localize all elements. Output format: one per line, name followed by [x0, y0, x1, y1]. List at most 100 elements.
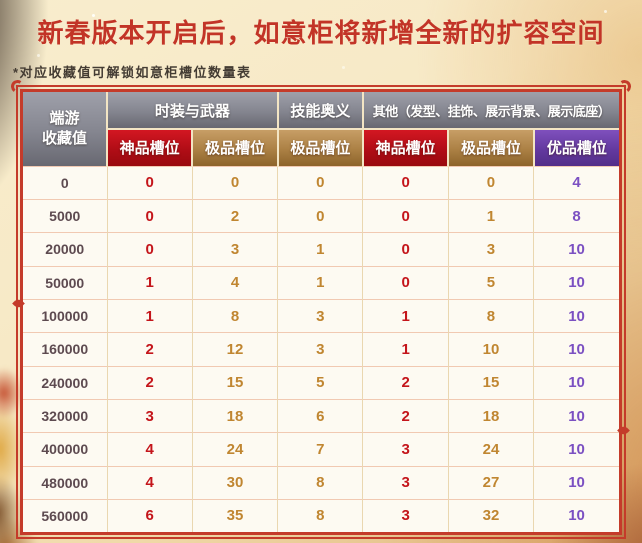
slot-count-cell: 15 [191, 365, 278, 400]
slot-count-cell: 1 [106, 298, 193, 333]
table-row: 20000 0 3 1 0 3 10 [23, 232, 619, 267]
table-row: 100000 1 8 3 1 8 10 [23, 298, 619, 333]
slot-count-cell: 0 [277, 198, 363, 233]
leaf-ornament-icon [617, 424, 630, 438]
subheader-gold-slot-2: 极品槽位 [276, 129, 363, 166]
slot-count-cell: 8 [447, 298, 534, 333]
slot-count-cell: 10 [533, 398, 619, 433]
slot-count-cell: 1 [277, 265, 363, 300]
slot-count-cell: 32 [447, 498, 534, 532]
slot-count-cell: 0 [277, 165, 363, 200]
table-row: 400000 4 24 7 3 24 10 [23, 432, 619, 467]
corner-header-line1: 端游 [49, 110, 80, 128]
slot-count-cell: 3 [362, 498, 449, 532]
collection-value-cell: 320000 [23, 398, 107, 433]
slot-count-cell: 10 [533, 298, 619, 333]
subheader-gold-slot-1: 极品槽位 [191, 129, 278, 166]
table-row: 320000 3 18 6 2 18 10 [23, 398, 619, 433]
slot-count-cell: 1 [362, 298, 449, 333]
slot-count-cell: 2 [362, 365, 449, 400]
slot-count-cell: 0 [106, 198, 193, 233]
column-header-collection-value: 端游 收藏值 [23, 92, 108, 166]
slot-count-cell: 35 [191, 498, 278, 532]
subheader-red-slot-3: 神品槽位 [361, 129, 449, 166]
slot-count-cell: 10 [533, 432, 619, 467]
table-row: 160000 2 12 3 1 10 10 [23, 332, 619, 367]
slot-count-cell: 18 [191, 398, 278, 433]
subheader-red-slot-0: 神品槽位 [107, 129, 193, 166]
slot-count-cell: 24 [191, 432, 278, 467]
slot-count-cell: 2 [191, 198, 278, 233]
subheader-purple-slot-5: 优品槽位 [532, 129, 619, 166]
slot-count-cell: 3 [447, 232, 534, 267]
slot-count-cell: 1 [277, 232, 363, 267]
slot-count-cell: 1 [362, 332, 449, 367]
table-head: 端游 收藏值 时装与武器 技能奥义 其他（发型、挂饰、展示背景、展示底座） 神品槽位… [23, 92, 619, 166]
group-header-0: 时装与武器 [107, 92, 278, 130]
slot-count-cell: 4 [191, 265, 278, 300]
table-row: 240000 2 15 5 2 15 10 [23, 365, 619, 400]
slot-count-cell: 3 [191, 232, 278, 267]
slot-count-cell: 3 [277, 298, 363, 333]
slot-count-cell: 8 [533, 198, 619, 233]
table-row: 560000 6 35 8 3 32 10 [23, 498, 619, 532]
slot-count-cell: 4 [106, 432, 193, 467]
slot-count-cell: 4 [106, 465, 193, 500]
table-body: 0 0 0 0 0 0 4 5000 0 2 0 0 1 8 20000 0 3 1 0 3 10 50000 1 4 1 0 5 1… [23, 165, 619, 532]
slot-count-cell: 2 [106, 332, 193, 367]
group-header-2: 其他（发型、挂饰、展示背景、展示底座） [361, 92, 619, 130]
slot-count-cell: 0 [362, 165, 449, 200]
slot-count-cell: 0 [362, 198, 449, 233]
slot-count-cell: 3 [277, 332, 363, 367]
slot-count-cell: 10 [533, 465, 619, 500]
collection-value-cell: 560000 [23, 498, 107, 532]
slot-count-cell: 8 [277, 465, 363, 500]
slot-count-cell: 10 [533, 365, 619, 400]
slot-count-cell: 0 [447, 165, 534, 200]
slot-count-cell: 30 [191, 465, 278, 500]
slot-count-cell: 0 [106, 165, 193, 200]
slot-count-cell: 8 [191, 298, 278, 333]
slot-count-cell: 24 [447, 432, 534, 467]
slot-count-cell: 15 [447, 365, 534, 400]
table-row: 5000 0 2 0 0 1 8 [23, 198, 619, 233]
slot-count-cell: 18 [447, 398, 534, 433]
slot-count-cell: 10 [533, 332, 619, 367]
slot-count-cell: 27 [447, 465, 534, 500]
slot-count-cell: 10 [447, 332, 534, 367]
collection-value-cell: 5000 [23, 198, 107, 233]
collection-value-cell: 160000 [23, 332, 107, 367]
group-header-1: 技能奥义 [276, 92, 363, 130]
slots-table: 端游 收藏值 时装与武器 技能奥义 其他（发型、挂饰、展示背景、展示底座） 神品槽位… [23, 92, 619, 532]
collection-value-cell: 0 [23, 165, 107, 200]
slots-table-frame: 端游 收藏值 时装与武器 技能奥义 其他（发型、挂饰、展示背景、展示底座） 神品槽位… [9, 78, 633, 539]
subheader-gold-slot-4: 极品槽位 [447, 129, 534, 166]
slot-count-cell: 0 [362, 232, 449, 267]
collection-value-cell: 100000 [23, 298, 107, 333]
slot-count-cell: 5 [277, 365, 363, 400]
slot-count-cell: 2 [106, 365, 193, 400]
corner-header-line2: 收藏值 [41, 129, 87, 147]
page-title: 新春版本开启后，如意柜将新增全新的扩容空间 [37, 18, 605, 48]
table-row: 50000 1 4 1 0 5 10 [23, 265, 619, 300]
collection-value-cell: 480000 [23, 465, 107, 500]
slot-count-cell: 4 [533, 165, 619, 200]
slot-count-cell: 0 [362, 265, 449, 300]
slot-count-cell: 10 [533, 498, 619, 532]
slot-count-cell: 6 [277, 398, 363, 433]
slot-count-cell: 5 [447, 265, 534, 300]
slot-count-cell: 3 [362, 465, 449, 500]
slot-count-cell: 2 [362, 398, 449, 433]
slot-count-cell: 0 [106, 232, 193, 267]
slot-count-cell: 3 [362, 432, 449, 467]
table-caption: *对应收藏值可解锁如意柜槽位数量表 [13, 65, 252, 80]
slot-count-cell: 1 [106, 265, 193, 300]
table-row: 480000 4 30 8 3 27 10 [23, 465, 619, 500]
slot-count-cell: 3 [106, 398, 193, 433]
corner-flourish-icon [616, 78, 633, 95]
slot-count-cell: 1 [447, 198, 534, 233]
collection-value-cell: 20000 [23, 232, 107, 267]
collection-value-cell: 50000 [23, 265, 107, 300]
collection-value-cell: 240000 [23, 365, 107, 400]
